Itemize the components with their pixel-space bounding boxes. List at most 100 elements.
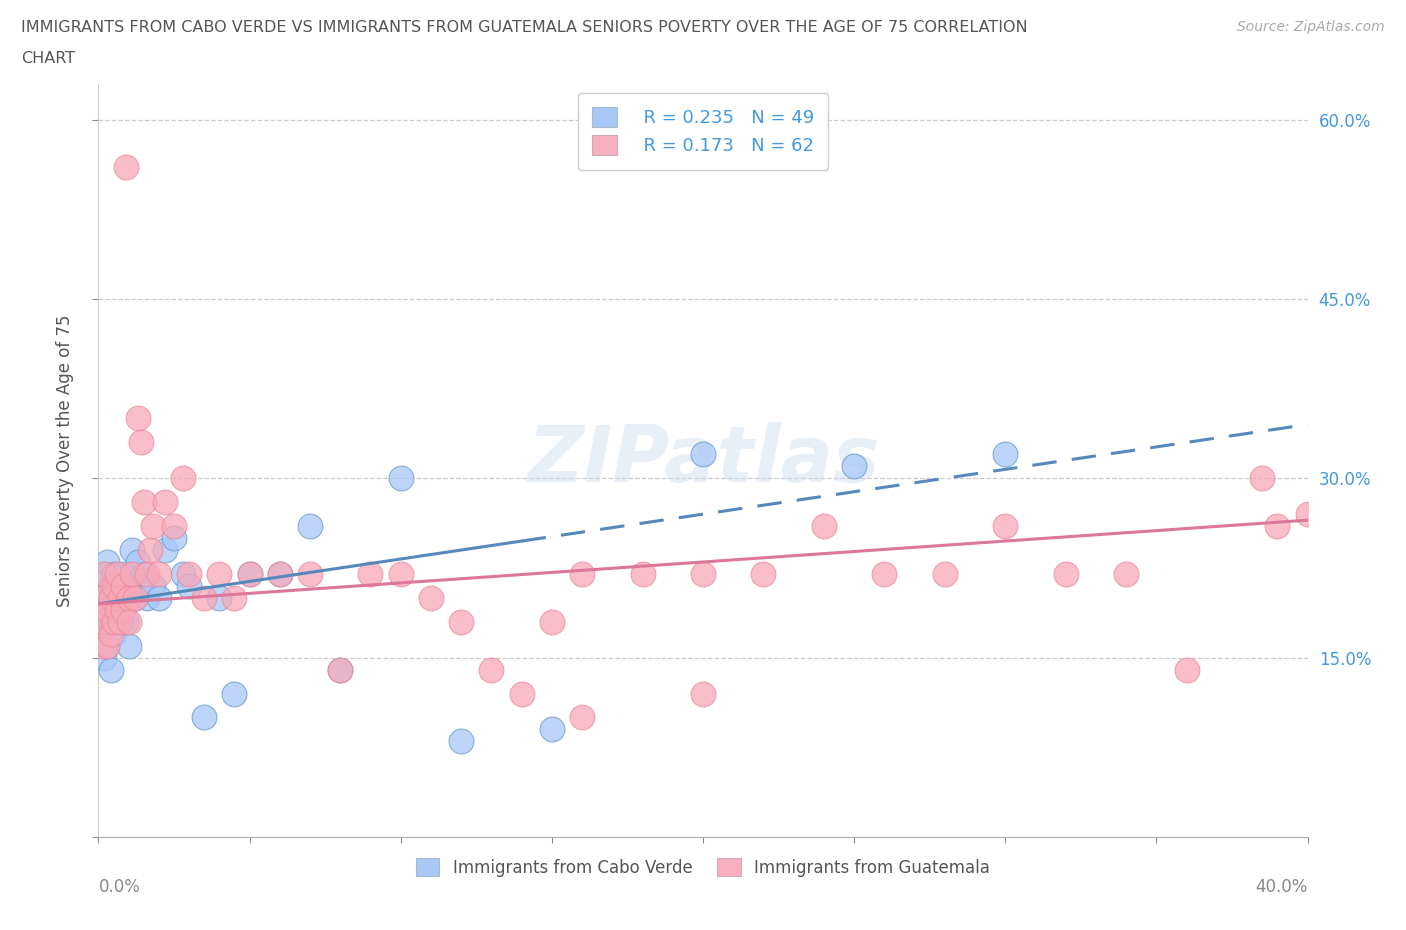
Point	[752, 566, 775, 581]
Point	[90, 591, 112, 605]
Point	[121, 566, 143, 581]
Point	[118, 591, 141, 605]
Point	[510, 686, 533, 701]
Point	[994, 447, 1017, 462]
Point	[93, 566, 115, 581]
Point	[692, 566, 714, 581]
Point	[100, 662, 122, 677]
Point	[103, 615, 125, 630]
Point	[1175, 662, 1198, 677]
Point	[389, 566, 412, 581]
Point	[163, 519, 186, 534]
Point	[111, 578, 134, 593]
Point	[132, 495, 155, 510]
Point	[1267, 519, 1289, 534]
Point	[1251, 471, 1274, 485]
Point	[129, 578, 152, 593]
Point	[153, 495, 176, 510]
Point	[96, 603, 118, 618]
Point	[103, 566, 125, 581]
Y-axis label: Seniors Poverty Over the Age of 75: Seniors Poverty Over the Age of 75	[56, 314, 75, 606]
Point	[111, 603, 134, 618]
Point	[127, 411, 149, 426]
Point	[224, 591, 246, 605]
Point	[127, 554, 149, 569]
Point	[994, 519, 1017, 534]
Text: 40.0%: 40.0%	[1256, 879, 1308, 897]
Text: ZIPatlas: ZIPatlas	[527, 422, 879, 498]
Point	[450, 734, 472, 749]
Point	[93, 615, 115, 630]
Point	[118, 615, 141, 630]
Point	[172, 471, 194, 485]
Point	[1296, 507, 1319, 522]
Point	[100, 591, 122, 605]
Point	[844, 458, 866, 473]
Point	[118, 638, 141, 653]
Point	[93, 650, 115, 665]
Point	[873, 566, 896, 581]
Point	[105, 603, 128, 618]
Point	[108, 615, 131, 630]
Point	[269, 566, 291, 581]
Point	[163, 531, 186, 546]
Text: Source: ZipAtlas.com: Source: ZipAtlas.com	[1237, 20, 1385, 34]
Point	[96, 554, 118, 569]
Point	[813, 519, 835, 534]
Point	[172, 566, 194, 581]
Point	[329, 662, 352, 677]
Point	[100, 578, 122, 593]
Point	[132, 566, 155, 581]
Point	[108, 591, 131, 605]
Point	[103, 591, 125, 605]
Point	[934, 566, 956, 581]
Point	[540, 722, 562, 737]
Point	[239, 566, 262, 581]
Point	[103, 626, 125, 641]
Point	[148, 591, 170, 605]
Point	[90, 638, 112, 653]
Point	[571, 566, 593, 581]
Point	[631, 566, 654, 581]
Point	[108, 615, 131, 630]
Point	[105, 578, 128, 593]
Point	[105, 566, 128, 581]
Point	[111, 603, 134, 618]
Point	[179, 566, 201, 581]
Point	[153, 542, 176, 557]
Text: IMMIGRANTS FROM CABO VERDE VS IMMIGRANTS FROM GUATEMALA SENIORS POVERTY OVER THE: IMMIGRANTS FROM CABO VERDE VS IMMIGRANTS…	[21, 20, 1028, 35]
Point	[124, 591, 146, 605]
Point	[103, 578, 125, 593]
Point	[208, 591, 231, 605]
Point	[481, 662, 503, 677]
Point	[692, 686, 714, 701]
Point	[1115, 566, 1137, 581]
Point	[193, 710, 215, 724]
Point	[224, 686, 246, 701]
Point	[105, 603, 128, 618]
Point	[135, 566, 157, 581]
Point	[135, 591, 157, 605]
Point	[90, 626, 112, 641]
Point	[139, 542, 162, 557]
Point	[142, 519, 165, 534]
Point	[114, 615, 136, 630]
Point	[148, 566, 170, 581]
Point	[124, 591, 146, 605]
Point	[100, 626, 122, 641]
Point	[93, 566, 115, 581]
Point	[93, 615, 115, 630]
Point	[299, 566, 322, 581]
Legend: Immigrants from Cabo Verde, Immigrants from Guatemala: Immigrants from Cabo Verde, Immigrants f…	[408, 850, 998, 885]
Point	[360, 566, 382, 581]
Point	[96, 638, 118, 653]
Point	[389, 471, 412, 485]
Point	[90, 591, 112, 605]
Text: CHART: CHART	[21, 51, 75, 66]
Point	[269, 566, 291, 581]
Point	[1054, 566, 1077, 581]
Point	[129, 435, 152, 450]
Point	[450, 615, 472, 630]
Point	[692, 447, 714, 462]
Point	[114, 160, 136, 175]
